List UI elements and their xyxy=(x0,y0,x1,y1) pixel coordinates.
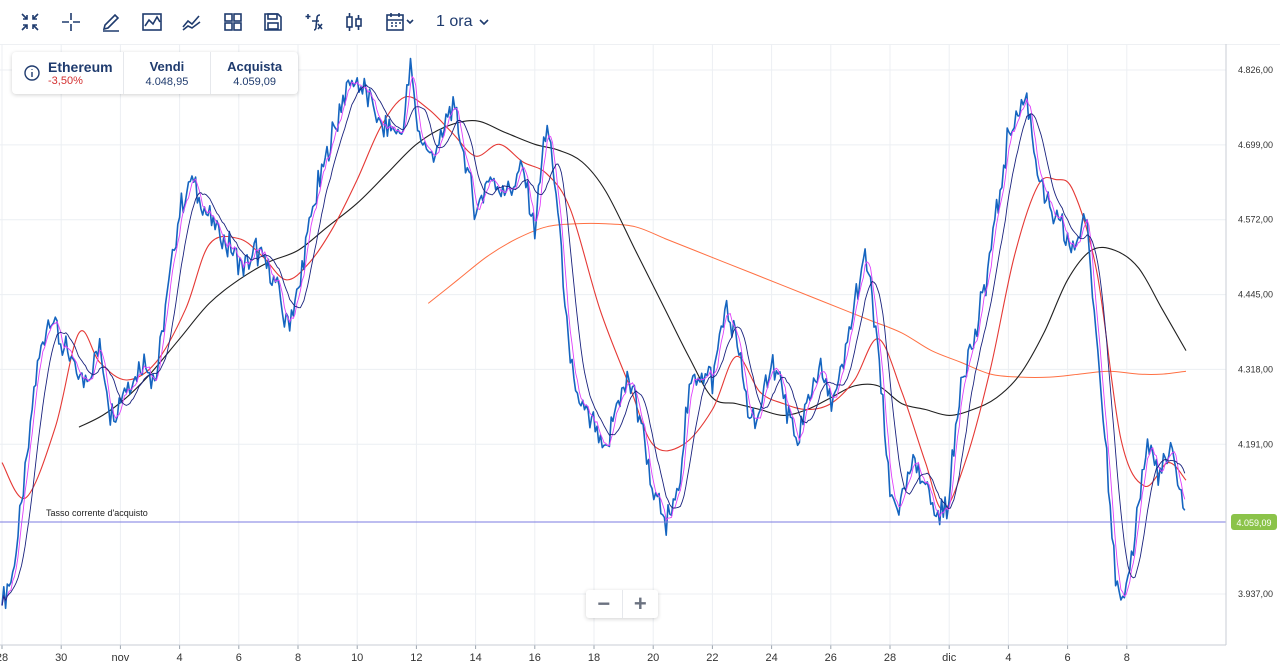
zoom-out-button[interactable]: − xyxy=(597,591,611,616)
x-tick-label: nov xyxy=(112,652,130,664)
ma-black-line xyxy=(78,119,1187,428)
x-tick-label: 30 xyxy=(55,652,67,664)
ma-fast-line xyxy=(1,75,1186,606)
x-tick-label: 28 xyxy=(884,652,896,664)
collapse-icon[interactable] xyxy=(16,8,44,36)
x-tick-label: 6 xyxy=(1065,652,1071,664)
instrument-info-box: Ethereum -3,50% Vendi 4.048,95 Acquista … xyxy=(12,52,298,94)
x-tick-label: 28 xyxy=(0,652,8,664)
x-tick-label: 18 xyxy=(588,652,600,664)
sell-value: 4.048,95 xyxy=(145,75,189,88)
y-tick-label: 4.699,00 xyxy=(1238,140,1273,150)
x-tick-label: 12 xyxy=(410,652,422,664)
ma-mid-line xyxy=(1,84,1186,606)
x-tick-label: 4 xyxy=(177,652,183,664)
instrument-change: -3,50% xyxy=(48,75,83,87)
timeframe-selector[interactable]: 1 ora xyxy=(436,10,490,34)
y-tick-label: 4.572,00 xyxy=(1238,215,1273,225)
x-tick-label: 8 xyxy=(295,652,301,664)
timeframe-label: 1 ora xyxy=(436,13,473,30)
calendar-icon[interactable] xyxy=(382,8,418,36)
line-style-icon[interactable] xyxy=(138,8,166,36)
x-tick-label: 14 xyxy=(469,652,481,664)
chart-axes: 4.826,00 4.699,00 4.572,00 4.445,00 4.318,00… xyxy=(0,44,1273,664)
x-tick-label: dic xyxy=(942,652,957,664)
sell-label: Vendi xyxy=(149,58,185,74)
buy-price-cell[interactable]: Acquista 4.059,09 xyxy=(210,52,298,94)
x-tick-label: 22 xyxy=(706,652,718,664)
current-rate-value: 4.059,09 xyxy=(1236,518,1271,528)
buy-value: 4.059,09 xyxy=(233,75,277,88)
price-chart[interactable]: Tasso corrente d'acquisto 4.059,09 4.826… xyxy=(0,44,1280,672)
y-tick-label: 4.318,00 xyxy=(1238,364,1273,374)
x-tick-label: 8 xyxy=(1124,652,1130,664)
x-tick-label: 26 xyxy=(825,652,837,664)
current-rate-label: Tasso corrente d'acquisto xyxy=(46,508,148,518)
x-tick-label: 16 xyxy=(529,652,541,664)
zoom-in-button[interactable]: + xyxy=(621,590,659,618)
buy-label: Acquista xyxy=(227,58,283,74)
sell-price-cell[interactable]: Vendi 4.048,95 xyxy=(122,52,211,94)
chart-overlay: Tasso corrente d'acquisto 4.059,09 xyxy=(0,508,1277,531)
ma-orange-line xyxy=(427,222,1187,378)
chart-series xyxy=(1,57,1187,610)
x-tick-label: 6 xyxy=(236,652,242,664)
y-tick-label: 4.191,00 xyxy=(1238,439,1273,449)
info-icon[interactable] xyxy=(24,65,40,81)
candlestick-icon[interactable] xyxy=(340,8,368,36)
indicator-icon[interactable] xyxy=(178,8,206,36)
instrument-symbol[interactable]: Ethereum -3,50% xyxy=(12,52,123,94)
y-tick-label: 3.937,00 xyxy=(1238,589,1273,599)
x-tick-label: 24 xyxy=(765,652,777,664)
layout-icon[interactable] xyxy=(219,8,247,36)
instrument-name: Ethereum xyxy=(48,59,113,75)
x-tick-label: 20 xyxy=(647,652,659,664)
current-rate-badge xyxy=(1231,514,1277,531)
crosshair-icon[interactable] xyxy=(57,8,85,36)
chart-toolbar: 1 ora xyxy=(0,0,1280,45)
function-icon[interactable] xyxy=(300,8,328,36)
pencil-icon[interactable] xyxy=(97,8,125,36)
price-line xyxy=(1,57,1186,610)
chevron-down-icon xyxy=(479,19,490,26)
zoom-controls: − + xyxy=(586,590,658,618)
x-tick-label: 4 xyxy=(1005,652,1011,664)
save-icon[interactable] xyxy=(259,8,287,36)
y-tick-label: 4.445,00 xyxy=(1238,290,1273,300)
x-tick-label: 10 xyxy=(351,652,363,664)
y-tick-label: 4.826,00 xyxy=(1238,65,1273,75)
